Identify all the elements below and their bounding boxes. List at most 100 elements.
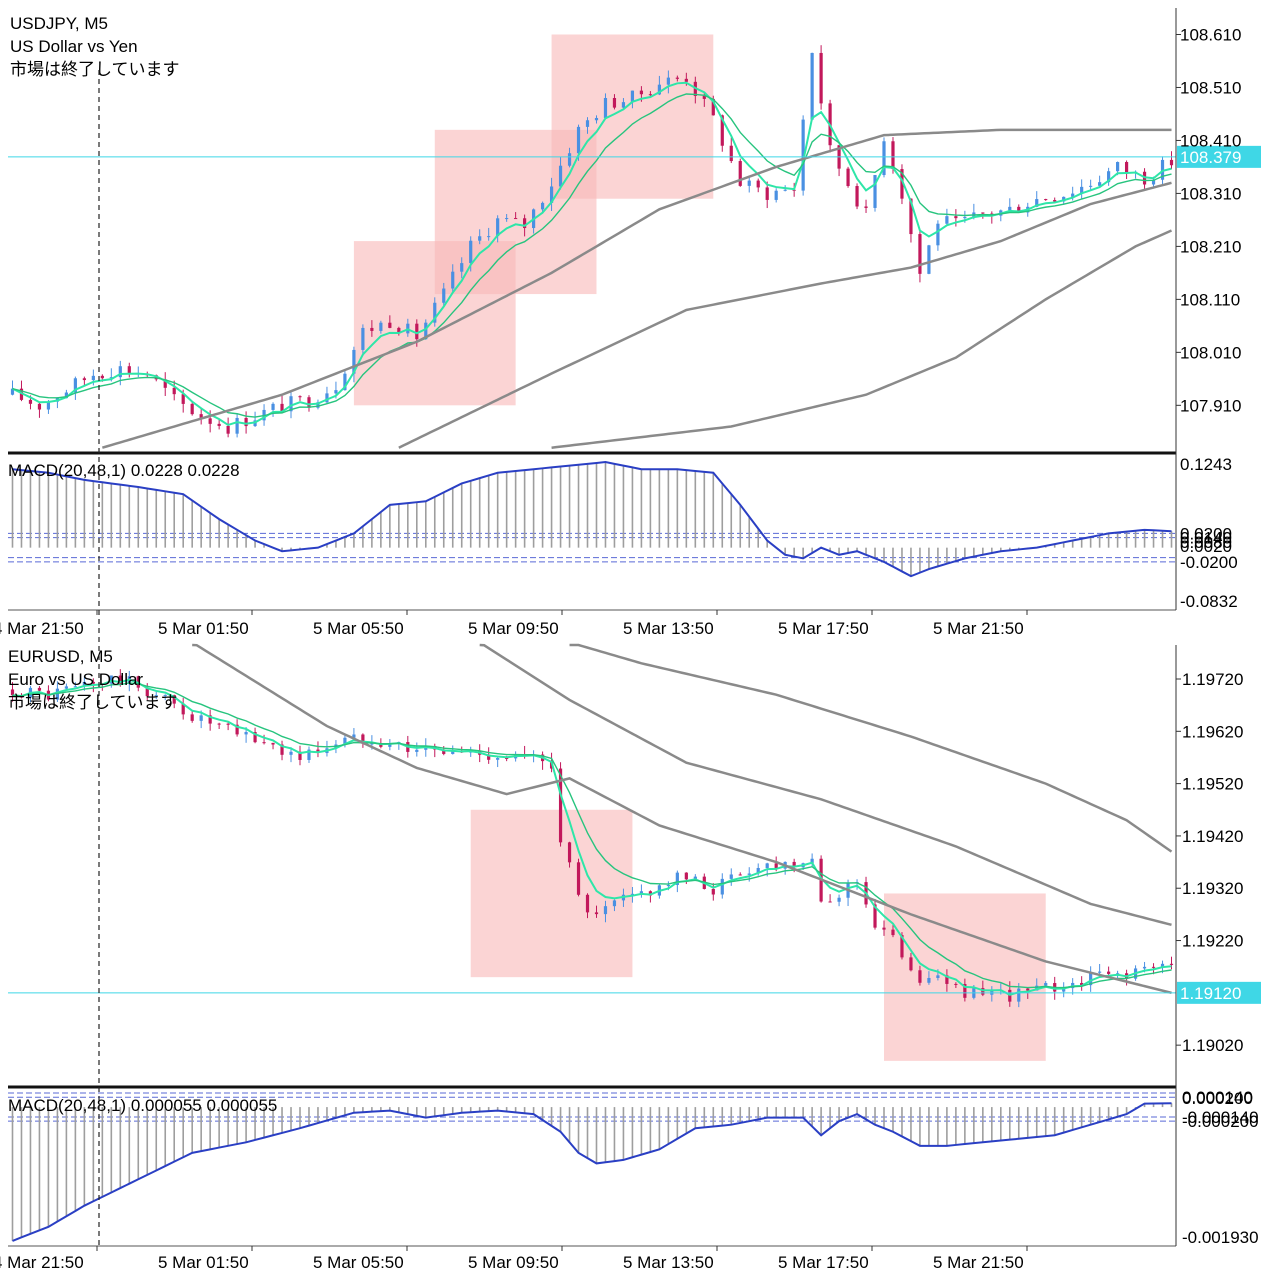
- candle-body: [1044, 983, 1048, 986]
- candle-body: [738, 874, 742, 876]
- macd-tick-label: -0.000140: [1182, 1108, 1259, 1127]
- macd-tick-label: -0.001930: [1182, 1228, 1259, 1247]
- time-tick-label: 5 Mar 17:50: [778, 1253, 869, 1272]
- candle-body: [648, 891, 652, 896]
- eurusd-macd-line: [12, 1102, 1172, 1242]
- candle-body: [1017, 988, 1021, 1002]
- candle-body: [451, 751, 455, 754]
- usdjpy-macd-label: MACD(20,48,1) 0.0228 0.0228: [8, 461, 240, 480]
- eurusd-price-axis: 1.19720 1.19620 1.19520 1.19420 1.19320 1.192…: [1176, 670, 1243, 1055]
- ma-fast-line: [12, 81, 1172, 427]
- zone-2: [551, 34, 714, 199]
- candle-body: [585, 120, 590, 127]
- candle-body: [172, 695, 176, 704]
- eurusd-time-axis: 4 Mar 21:50 5 Mar 01:50 5 Mar 05:50 5 Mar 0…: [0, 1246, 1028, 1272]
- candle-body: [1026, 988, 1030, 991]
- candle-body: [496, 218, 500, 237]
- candle-body: [190, 714, 194, 721]
- eurusd-market-status: 市場は終了しています: [8, 693, 178, 712]
- candle-body: [307, 397, 311, 408]
- zone-0: [470, 809, 633, 978]
- candle-body: [343, 737, 347, 745]
- candle-body: [657, 84, 661, 95]
- macd-tick-label: 0.1243: [1180, 455, 1232, 474]
- price-tick-label: 108.410: [1180, 131, 1241, 150]
- candle-body: [298, 396, 302, 398]
- macd-tick-label: 0.0020: [1180, 537, 1232, 556]
- usdjpy-price-box: [1177, 145, 1261, 168]
- candle-body: [424, 322, 428, 340]
- candle-body: [109, 675, 113, 684]
- candle-body: [855, 186, 859, 207]
- candle-body: [549, 186, 554, 203]
- candle-body: [1160, 963, 1165, 968]
- ma-fast-line: [12, 678, 1172, 996]
- macd-tick-label: -0.000200: [1182, 1112, 1259, 1131]
- ma-slow-2-line: [479, 643, 1172, 927]
- usdjpy-chart[interactable]: 108.379 108.610108.510108.410108.310108.…: [0, 14, 1261, 638]
- candle-body: [792, 861, 796, 868]
- candle-body: [154, 695, 158, 697]
- time-tick-label: 5 Mar 13:50: [623, 1253, 714, 1272]
- ma-mid-line: [12, 682, 1172, 989]
- time-tick-label: 4 Mar 21:50: [0, 619, 84, 638]
- eurusd-macd-histogram: [11, 1103, 1173, 1241]
- eurusd-chart[interactable]: 1.19120 1.197201.196201.195201.194201.19…: [0, 643, 1261, 1272]
- candle-body: [882, 141, 886, 176]
- candle-body: [963, 983, 967, 998]
- candle-body: [289, 396, 293, 412]
- candle-body: [1116, 162, 1120, 172]
- candle-body: [37, 687, 42, 691]
- candle-body: [873, 175, 877, 208]
- candle-body: [747, 180, 751, 186]
- eurusd-symbol-label: EURUSD, M5: [8, 647, 113, 666]
- price-tick-label: 108.510: [1180, 78, 1241, 97]
- candle-body: [127, 366, 131, 374]
- candle-body: [711, 98, 715, 116]
- candle-body: [163, 695, 167, 697]
- candle-body: [954, 983, 958, 985]
- candle-body: [118, 366, 122, 378]
- candle-body: [208, 418, 212, 424]
- candle-body: [918, 234, 922, 274]
- candle-body: [280, 403, 284, 412]
- candle-body: [900, 169, 904, 199]
- candle-body: [379, 743, 383, 747]
- candle-body: [361, 734, 365, 744]
- candle-body: [262, 742, 266, 744]
- candle-body: [882, 927, 886, 930]
- usdjpy-candles: [10, 45, 1174, 438]
- candle-body: [352, 734, 356, 738]
- eurusd-macd-label: MACD(20,48,1) 0.000055 0.000055: [8, 1096, 277, 1115]
- candle-body: [1151, 179, 1156, 185]
- candle-body: [612, 900, 617, 907]
- price-tick-label: 1.19420: [1182, 827, 1243, 846]
- candle-body: [666, 77, 670, 85]
- candle-body: [361, 327, 365, 350]
- price-tick-label: 1.19720: [1182, 670, 1243, 689]
- candle-body: [1062, 196, 1066, 202]
- candle-body: [585, 894, 590, 913]
- candle-body: [163, 379, 167, 388]
- ma-slow-2-line: [398, 181, 1172, 449]
- candle-body: [487, 236, 491, 238]
- candle-body: [666, 884, 670, 886]
- price-tick-label: 108.210: [1180, 237, 1241, 256]
- candle-body: [289, 751, 293, 755]
- candle-body: [648, 94, 652, 96]
- usdjpy-symbol-label: USDJPY, M5: [10, 14, 108, 33]
- candle-body: [594, 117, 599, 121]
- candle-body: [774, 863, 778, 869]
- candle-body: [199, 715, 203, 721]
- candle-body: [226, 723, 230, 725]
- candle-body: [109, 377, 113, 379]
- candle-body: [675, 872, 679, 885]
- candle-body: [1142, 966, 1147, 969]
- candle-body: [91, 681, 95, 684]
- usdjpy-moving-averages: [12, 81, 1173, 449]
- macd-tick-label: 0.000140: [1182, 1088, 1253, 1107]
- candle-body: [1151, 966, 1156, 968]
- candle-body: [37, 403, 42, 410]
- candle-body: [981, 988, 985, 995]
